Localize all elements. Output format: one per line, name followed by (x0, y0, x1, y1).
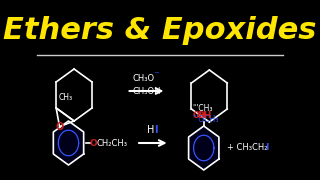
Text: CH₃O: CH₃O (133, 73, 155, 82)
Text: Ethers & Epoxides: Ethers & Epoxides (3, 15, 317, 44)
Text: ⁻: ⁻ (154, 70, 159, 80)
Text: + CH₃CH₂: + CH₃CH₂ (227, 143, 267, 152)
Text: H: H (147, 125, 155, 135)
Polygon shape (188, 126, 219, 170)
Text: CH₂CH₃: CH₂CH₃ (96, 138, 127, 147)
Polygon shape (53, 121, 84, 165)
Text: I: I (265, 143, 268, 152)
Text: OH: OH (196, 111, 212, 120)
Text: '''CH₃: '''CH₃ (192, 103, 213, 112)
Text: OH: OH (193, 111, 207, 120)
Text: CH₃: CH₃ (59, 93, 73, 102)
Text: O: O (90, 138, 98, 147)
Text: O: O (55, 122, 64, 132)
Text: '''OCH₃: '''OCH₃ (192, 114, 219, 123)
Text: I: I (154, 125, 157, 135)
Text: CH₃OH: CH₃OH (133, 87, 162, 96)
